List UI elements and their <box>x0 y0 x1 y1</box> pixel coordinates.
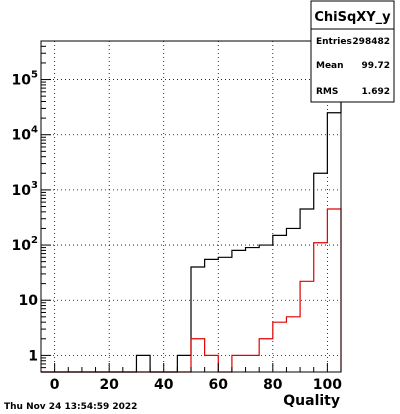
stats-entries-label: Entries <box>316 37 352 47</box>
x-tick-label: 100 <box>313 377 342 393</box>
ticks-layer: 0 20 40 60 80 100 1 10 102 103 104 105 <box>12 40 342 393</box>
y-tick-label: 103 <box>12 180 38 199</box>
stats-mean-label: Mean <box>316 61 344 71</box>
stats-mean-value: 99.72 <box>362 61 390 71</box>
y-tick-label: 1 <box>28 348 38 364</box>
x-tick-label: 80 <box>263 377 283 393</box>
stats-rms-label: RMS <box>316 87 338 97</box>
timestamp: Thu Nov 24 13:54:59 2022 <box>4 402 137 412</box>
y-tick-label: 105 <box>12 70 38 89</box>
y-tick-label: 102 <box>12 235 38 254</box>
x-tick-label: 0 <box>50 377 60 393</box>
y-tick-label: 10 <box>19 293 39 309</box>
stats-box: ChiSqXY_y Entries 298482 Mean 99.72 RMS … <box>310 0 395 103</box>
x-tick-label: 20 <box>99 377 119 393</box>
x-tick-label: 40 <box>154 377 174 393</box>
y-tick-label: 104 <box>12 125 38 144</box>
stats-entries-value: 298482 <box>352 37 390 47</box>
histogram-series-0 <box>41 55 342 373</box>
stats-box-frame <box>310 0 395 103</box>
x-tick-label: 60 <box>209 377 229 393</box>
stats-rms-value: 1.692 <box>362 87 390 97</box>
series-layer <box>41 55 342 373</box>
stats-box-title: ChiSqXY_y <box>314 10 391 25</box>
x-axis-title: Quality <box>283 393 340 409</box>
